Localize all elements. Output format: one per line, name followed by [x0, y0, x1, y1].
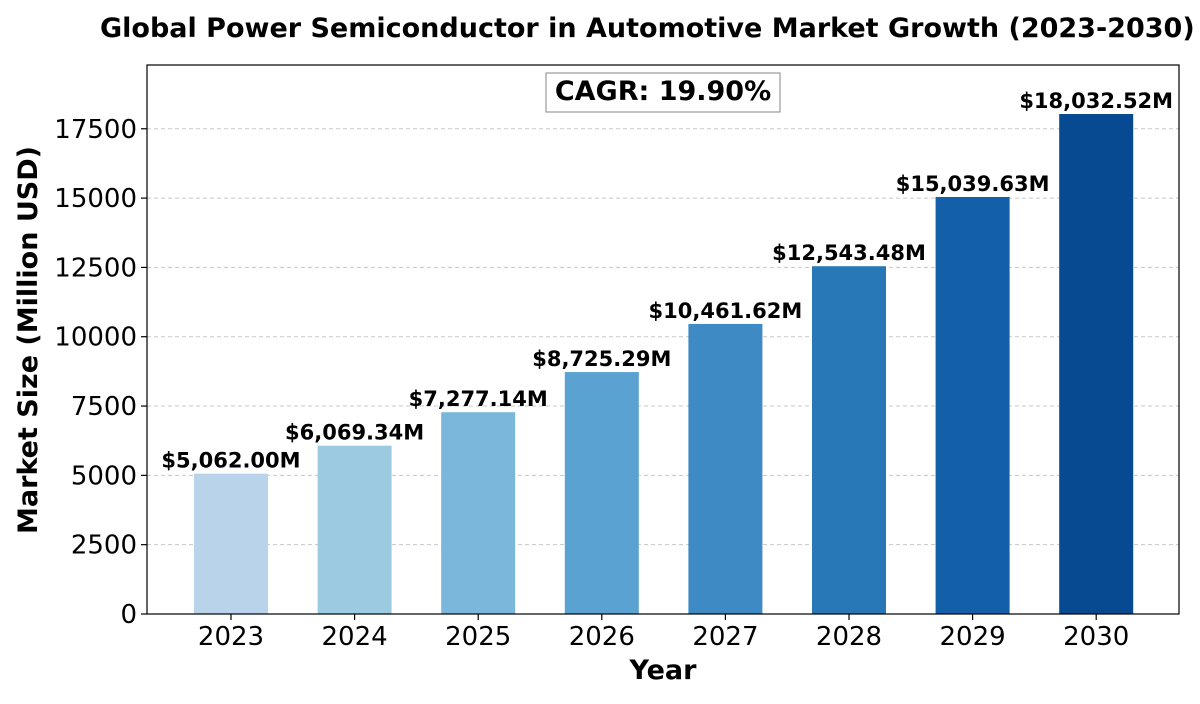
plot-frame: [146, 64, 1180, 615]
y-tick-label: 7500: [71, 392, 137, 422]
x-tick-label: 2029: [940, 622, 1006, 652]
x-tick-label: 2030: [1063, 622, 1129, 652]
x-tick-label: 2023: [198, 622, 264, 652]
data-label-2023: $5,062.00M: [161, 449, 300, 473]
data-label-2026: $8,725.29M: [532, 347, 671, 371]
bar-2029: [935, 196, 1010, 615]
data-label-2030: $18,032.52M: [1019, 89, 1173, 113]
data-label-2029: $15,039.63M: [896, 172, 1050, 196]
y-axis: 0 2500 5000 7500 10000 12500 15000 17500: [54, 115, 147, 630]
data-label-2027: $10,461.62M: [649, 299, 803, 323]
y-tick-label: 2500: [71, 531, 137, 561]
y-tick-label: 17500: [54, 115, 137, 145]
y-tick-label: 10000: [54, 323, 137, 353]
data-label-2028: $12,543.48M: [772, 241, 926, 265]
x-tick-label: 2025: [445, 622, 511, 652]
data-labels: $5,062.00M $6,069.34M $7,277.14M $8,725.29M…: [161, 89, 1173, 473]
data-label-2025: $7,277.14M: [409, 387, 548, 411]
y-tick-label: 12500: [54, 253, 137, 283]
bar-2026: [564, 372, 639, 614]
cagr-text: CAGR: 19.90%: [555, 76, 771, 107]
x-tick-label: 2028: [816, 622, 882, 652]
bar-2030: [1059, 114, 1134, 615]
y-tick-label: 15000: [54, 184, 137, 214]
cagr-box: [545, 72, 781, 113]
bar-2028: [812, 266, 886, 614]
x-tick-label: 2027: [692, 622, 758, 652]
bar-2024: [317, 445, 392, 614]
x-tick-label: 2026: [569, 622, 635, 652]
y-axis-label: Market Size (Million USD): [13, 146, 44, 534]
bar-2023: [194, 473, 268, 614]
y-tick-label: 0: [120, 600, 137, 630]
x-tick-label: 2024: [322, 622, 388, 652]
bar-2027: [688, 323, 763, 614]
bars: [194, 114, 1134, 615]
cagr-annotation: CAGR: 19.90%: [545, 72, 781, 113]
x-axis-label: Year: [629, 655, 698, 686]
bar-2025: [441, 412, 516, 614]
data-label-2024: $6,069.34M: [285, 421, 424, 445]
chart-title: Global Power Semiconductor in Automotive…: [100, 13, 1195, 44]
y-tick-label: 5000: [71, 461, 137, 491]
x-axis: 2023 2024 2025 2026 2027 2028 2029 2030: [198, 614, 1129, 652]
